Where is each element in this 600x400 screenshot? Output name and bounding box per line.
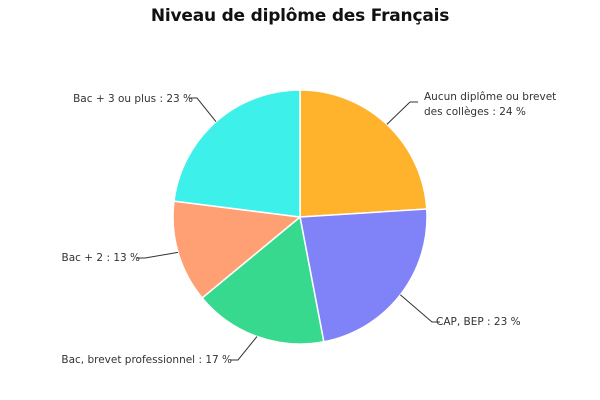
pie-slice-2[interactable] — [201, 215, 325, 345]
pie-labels: Aucun diplôme ou brevet des collèges : 24… — [61, 91, 556, 366]
pie-slice-4[interactable] — [173, 89, 301, 218]
slice-label-2: Bac, brevet professionnel : 17 % — [61, 354, 232, 366]
pie-slices — [172, 89, 428, 345]
slice-label-line: Bac, brevet professionnel : 17 % — [61, 354, 232, 366]
slice-label-line: CAP, BEP : 23 % — [436, 316, 521, 328]
slice-label-3: Bac + 2 : 13 % — [62, 252, 140, 264]
pie-slice-0[interactable] — [299, 89, 428, 218]
slice-label-1: CAP, BEP : 23 % — [436, 316, 521, 328]
leader-line-3 — [137, 251, 179, 259]
leader-line-4 — [189, 97, 217, 123]
leader-line-0 — [386, 101, 418, 125]
leader-line-1 — [399, 294, 440, 323]
slice-label-line: Bac + 3 ou plus : 23 % — [73, 93, 193, 105]
chart-title: Niveau de diplôme des Français — [150, 6, 450, 26]
slice-label-line: des collèges : 24 % — [424, 106, 526, 118]
slice-label-line: Aucun diplôme ou brevet — [424, 91, 556, 103]
slice-label-4: Bac + 3 ou plus : 23 % — [73, 93, 193, 105]
pie-slice-3[interactable] — [172, 200, 302, 300]
leader-line-2 — [230, 336, 258, 361]
slice-label-line: Bac + 2 : 13 % — [62, 252, 140, 264]
slice-label-0: Aucun diplôme ou brevet des collèges : 24… — [424, 91, 556, 118]
